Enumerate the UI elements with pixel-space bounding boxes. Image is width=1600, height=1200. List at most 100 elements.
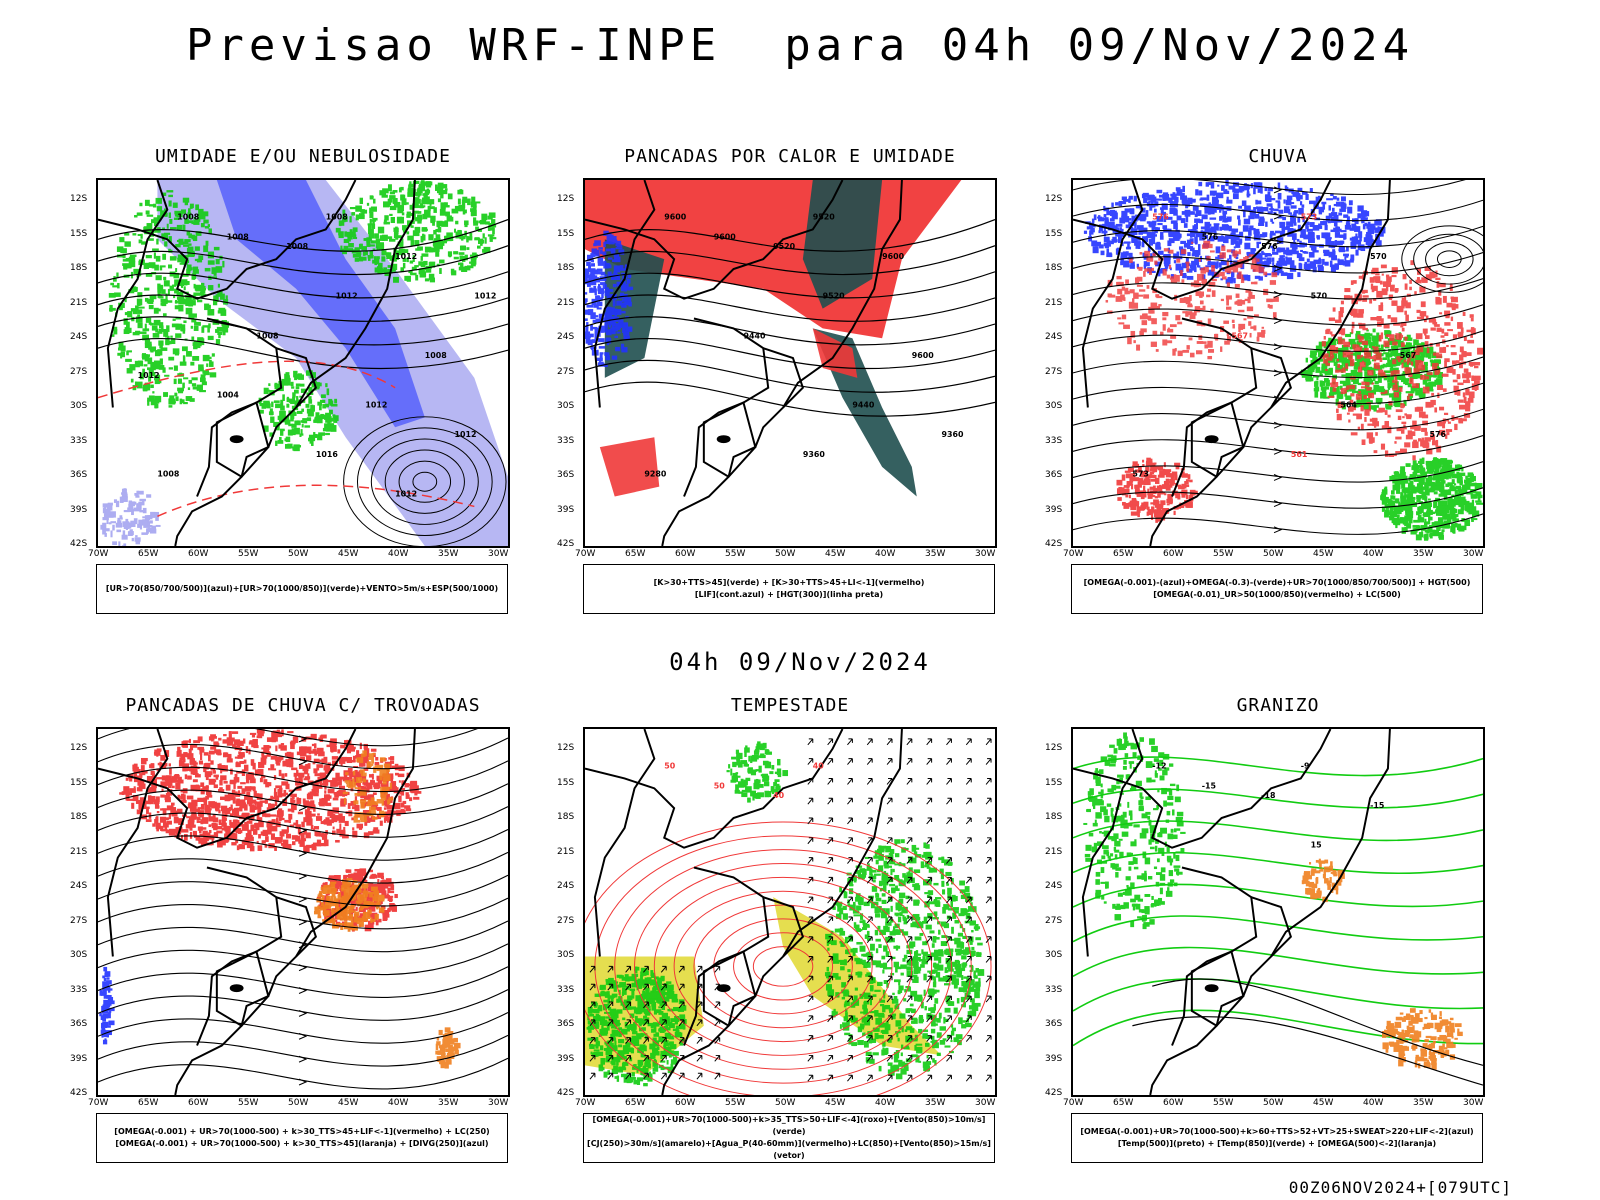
- lon-label: 40W: [1363, 1098, 1384, 1108]
- wind-green-area: [586, 966, 687, 1087]
- main-title: Previsao WRF-INPE para 04h 09/Nov/2024: [185, 20, 1415, 71]
- lon-label: 65W: [625, 549, 646, 559]
- omega-red-area: [1105, 240, 1279, 360]
- lat-label: 39S: [557, 1053, 575, 1064]
- cyclone-rings: [343, 416, 507, 546]
- contour-label: 9440: [852, 401, 875, 410]
- lon-label: 55W: [1213, 549, 1234, 559]
- panel-title-umidade: UMIDADE E/OU NEBULOSIDADE: [155, 146, 451, 167]
- lon-label: 30W: [975, 1098, 996, 1108]
- lon-label: 35W: [438, 549, 459, 559]
- legend-line: [OMEGA(-0.001) + UR>70(1000-500) + k>30_…: [114, 1127, 490, 1136]
- lat-label: 21S: [557, 846, 575, 857]
- contour-label: 576: [1152, 213, 1169, 222]
- lon-label: 40W: [1363, 549, 1384, 559]
- contour-label: -9: [1301, 762, 1310, 771]
- coastline-borders: [585, 180, 903, 546]
- instability-green-area: [604, 239, 665, 378]
- lat-label: 30S: [557, 401, 575, 411]
- lat-label: 39S: [557, 504, 575, 515]
- lat-label: 12S: [557, 194, 575, 204]
- legend-chuva: [OMEGA(-0.001)-(azul)+OMEGA(-0.3)-(verde…: [1071, 564, 1483, 614]
- map-canvas-chuva: 576 576 576 573 570 570 567 567 564 561 576 573: [1073, 180, 1483, 546]
- lat-label: 36S: [557, 1019, 575, 1029]
- lat-label: 18S: [70, 812, 88, 822]
- lon-label: 40W: [875, 549, 896, 559]
- humidity-lower-area: [335, 180, 497, 283]
- lon-label: 50W: [288, 549, 309, 559]
- instability-green-area: [802, 180, 883, 309]
- contour-label: 9600: [664, 213, 687, 222]
- lat-label: 24S: [70, 332, 88, 342]
- contour-label: 1008: [256, 331, 279, 340]
- panel-title-tempestade: TEMPESTADE: [730, 695, 850, 716]
- lat-label: 39S: [1045, 504, 1063, 515]
- contour-label: 1012: [455, 430, 477, 439]
- lat-label: 15S: [557, 777, 575, 788]
- contour-lines: [585, 219, 995, 417]
- map-pancadas-trovoadas: [96, 727, 510, 1097]
- panel-title-pancadas-calor: PANCADAS POR CALOR E UMIDADE: [624, 146, 956, 167]
- legend-line: [K>30+TTS>45](verde) + [K>30+TTS>45+LI<-…: [653, 578, 925, 587]
- lat-label: 18S: [1045, 812, 1063, 822]
- lat-label: 33S: [70, 435, 88, 446]
- lat-label: 30S: [557, 950, 575, 960]
- lat-label: 18S: [1045, 263, 1063, 273]
- contour-label: 1012: [395, 490, 417, 499]
- lat-label: 24S: [557, 332, 575, 342]
- lat-label: 18S: [70, 263, 88, 273]
- lat-label: 42S: [70, 539, 88, 549]
- lat-label: 42S: [557, 1088, 575, 1098]
- lon-label: 45W: [825, 549, 846, 559]
- coastline-borders: [585, 729, 903, 1095]
- lon-label: 60W: [1163, 549, 1184, 559]
- lat-label: 24S: [1045, 332, 1063, 342]
- map-pancadas-calor: 9600 9600 9520 9520 9600 9520 9440 9600 9440 9360…: [583, 178, 997, 548]
- lon-label: 55W: [725, 549, 746, 559]
- coastline-borders: [1073, 729, 1391, 1095]
- legend-umidade: [UR>70(850/700/500)](azul)+[UR>70(1000/8…: [96, 564, 508, 614]
- streamlines: [1073, 180, 1483, 535]
- lon-label: 35W: [925, 549, 946, 559]
- contour-label: 9600: [714, 232, 737, 241]
- lon-label: 45W: [338, 1098, 359, 1108]
- contour-label: 567: [1231, 331, 1248, 340]
- map-canvas-pancadas-calor: 9600 9600 9520 9520 9600 9520 9440 9600 9440 9360…: [585, 180, 995, 546]
- lat-label: 42S: [1045, 539, 1063, 549]
- legend-granizo: [OMEGA(-0.001)+UR>70(1000-500)+k>60+TTS>…: [1071, 1113, 1483, 1163]
- contour-label: 576: [1202, 232, 1219, 241]
- lon-label: 55W: [725, 1098, 746, 1108]
- map-granizo: -12 -15 -18 -9 -15 15: [1071, 727, 1485, 1097]
- lat-label: 12S: [70, 743, 88, 753]
- contour-label: -12: [1152, 762, 1166, 771]
- lon-label: 35W: [438, 1098, 459, 1108]
- forecast-time-label: 04h 09/Nov/2024: [669, 648, 931, 676]
- lat-label: 42S: [1045, 1088, 1063, 1098]
- lon-label: 45W: [1313, 1098, 1334, 1108]
- panel-title-pancadas-trovoadas: PANCADAS DE CHUVA C/ TROVOADAS: [125, 695, 481, 716]
- lat-label: 21S: [557, 297, 575, 308]
- lon-label: 70W: [88, 549, 109, 559]
- lat-label: 33S: [70, 984, 88, 995]
- thickness-line: [157, 484, 475, 518]
- contour-label: 567: [1400, 351, 1417, 360]
- lat-label: 15S: [70, 777, 88, 788]
- lon-label: 45W: [825, 1098, 846, 1108]
- lat-label: 15S: [1045, 228, 1063, 239]
- lat-label: 27S: [70, 366, 88, 377]
- coastline-borders: [98, 729, 416, 1095]
- lat-label: 12S: [557, 743, 575, 753]
- humidity-upper-area: [100, 488, 161, 546]
- lat-label: 15S: [1045, 777, 1063, 788]
- lon-label: 70W: [88, 1098, 109, 1108]
- map-umidade: 1008 1008 1008 1008 1012 1012 1008 1008 1012 1016…: [96, 178, 510, 548]
- thunderstorm-orange-area: [435, 1027, 461, 1069]
- contour-label: 40: [813, 762, 825, 771]
- lon-label: 55W: [1213, 1098, 1234, 1108]
- lat-label: 21S: [1045, 846, 1063, 857]
- contour-label: 576: [1261, 242, 1278, 251]
- contour-label: 9600: [882, 252, 905, 261]
- legend-line: [CJ(250)>30m/s](amarelo)+[Agua_P(40-60mm…: [587, 1139, 991, 1160]
- contour-label: 561: [1291, 450, 1308, 459]
- contour-label: 9360: [942, 430, 965, 439]
